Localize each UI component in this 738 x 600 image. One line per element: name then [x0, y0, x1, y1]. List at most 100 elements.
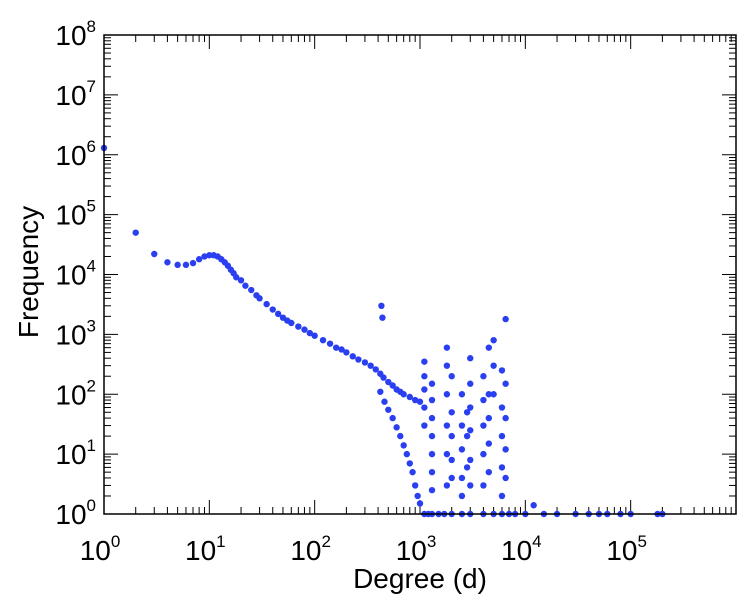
data-point — [414, 492, 421, 500]
y-axis-title: Frequency — [13, 206, 44, 338]
data-point — [409, 468, 416, 476]
data-point — [502, 446, 509, 453]
data-point — [480, 396, 487, 404]
data-point — [361, 359, 369, 366]
data-point — [343, 349, 350, 356]
data-point — [332, 344, 340, 351]
data-point — [428, 450, 436, 458]
data-point — [263, 300, 270, 308]
data-point — [367, 362, 374, 369]
data-point — [421, 373, 428, 380]
data-point — [502, 315, 509, 323]
y-tick-label: 108 — [55, 17, 96, 51]
data-point — [458, 474, 466, 482]
data-point — [467, 456, 474, 464]
x-tick-label: 103 — [396, 532, 437, 566]
data-point — [448, 409, 455, 416]
y-tick-label: 106 — [55, 137, 96, 171]
data-point — [448, 456, 455, 464]
y-tick-label: 105 — [55, 197, 96, 231]
data-point — [182, 261, 190, 269]
data-point — [295, 323, 302, 330]
data-point — [490, 362, 497, 369]
data-point — [467, 482, 474, 489]
data-point — [406, 393, 413, 401]
data-point — [248, 286, 255, 294]
x-axis-title: Degree (d) — [353, 563, 487, 594]
data-point — [490, 391, 497, 398]
data-point — [237, 277, 245, 284]
y-tick-label: 107 — [55, 77, 96, 111]
data-point — [502, 474, 509, 482]
data-point — [379, 314, 386, 321]
data-point — [498, 464, 506, 471]
data-point — [448, 474, 455, 482]
data-point — [174, 261, 181, 269]
data-point — [256, 295, 263, 302]
data-point — [269, 306, 276, 313]
data-point — [403, 450, 411, 458]
data-point — [443, 362, 451, 369]
data-point — [393, 424, 400, 431]
data-point — [458, 446, 466, 453]
data-point — [485, 391, 493, 398]
data-point — [467, 427, 474, 434]
data-point — [301, 326, 308, 333]
data-point — [485, 468, 493, 476]
data-point — [498, 367, 506, 374]
data-point — [381, 398, 388, 405]
data-point — [421, 358, 428, 365]
data-point — [448, 373, 455, 380]
data-point — [498, 404, 506, 411]
y-tick-label: 100 — [55, 496, 96, 530]
data-point — [485, 440, 493, 447]
data-point — [530, 502, 537, 509]
data-point — [448, 432, 455, 440]
data-point — [421, 404, 428, 411]
data-point — [326, 340, 334, 347]
data-point — [498, 432, 506, 440]
data-point — [480, 422, 487, 429]
data-point — [490, 336, 497, 344]
data-point — [416, 398, 424, 405]
x-tick-label: 101 — [185, 532, 226, 566]
data-point — [443, 344, 451, 351]
data-point — [428, 414, 436, 422]
data-point — [463, 409, 471, 416]
data-point — [151, 250, 158, 258]
data-point — [421, 422, 428, 429]
data-point — [406, 460, 413, 467]
data-point — [389, 382, 396, 389]
y-tick-label: 103 — [55, 316, 96, 350]
data-point — [164, 259, 171, 266]
data-point — [400, 442, 407, 449]
x-tick-label: 105 — [606, 532, 647, 566]
data-point — [480, 373, 487, 380]
data-point — [233, 274, 240, 281]
data-point — [274, 310, 282, 318]
data-point — [443, 391, 451, 398]
data-point — [355, 356, 362, 363]
data-point — [428, 468, 436, 476]
data-point — [288, 319, 295, 327]
data-point — [458, 422, 466, 429]
data-point — [201, 253, 208, 260]
x-tick-label: 102 — [290, 532, 331, 566]
data-point — [338, 346, 345, 353]
x-tick-labels: 100 101 102 103 104 105 — [80, 532, 647, 566]
data-point — [463, 464, 471, 471]
x-tick-label: 104 — [501, 532, 542, 566]
data-point — [467, 404, 474, 411]
data-point — [463, 432, 471, 440]
data-point — [411, 396, 419, 404]
data-point — [377, 388, 384, 395]
data-point — [189, 259, 197, 267]
data-point — [385, 406, 392, 413]
data-point — [443, 450, 451, 458]
data-point — [132, 229, 139, 236]
data-point — [372, 366, 379, 373]
data-point — [458, 391, 466, 398]
data-point — [311, 332, 318, 339]
data-points — [100, 144, 666, 518]
